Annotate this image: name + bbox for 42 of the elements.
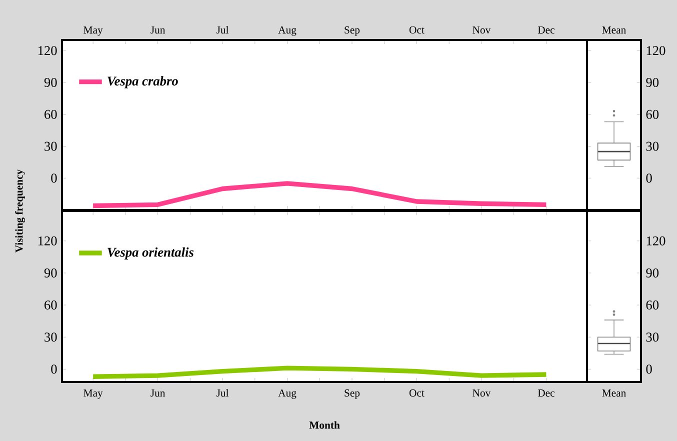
y-tick-label: 0 bbox=[646, 364, 652, 374]
y-tick-label: 90 bbox=[44, 78, 57, 87]
y-tick-label: 120 bbox=[646, 46, 666, 56]
x-tick-label: Nov bbox=[472, 390, 491, 397]
y-tick-label: 60 bbox=[44, 110, 57, 119]
x-tick-label: Jun bbox=[150, 390, 166, 397]
x-tick-label: Sep bbox=[344, 389, 360, 399]
x-tick-label: Jun bbox=[150, 26, 166, 34]
x-axis-title: Month bbox=[309, 421, 340, 429]
x-tick-label: Sep bbox=[344, 26, 360, 36]
y-tick-label: 0 bbox=[51, 174, 57, 183]
y-tick-label: 30 bbox=[646, 332, 659, 342]
y-tick-label: 120 bbox=[38, 46, 57, 56]
x-tick-label: Dec bbox=[538, 26, 554, 34]
y-tick-label: 60 bbox=[44, 300, 57, 310]
y-tick-label: 0 bbox=[51, 364, 57, 374]
x-tick-label: Mean bbox=[602, 390, 626, 397]
y-tick-label: 120 bbox=[38, 236, 57, 246]
x-tick-label: May bbox=[84, 390, 103, 399]
x-tick-label: Jul bbox=[216, 389, 229, 397]
x-tick-label: May bbox=[84, 26, 103, 36]
y-tick-label: 30 bbox=[646, 142, 659, 151]
y-tick-label: 60 bbox=[646, 300, 659, 310]
x-tick-label: Aug bbox=[278, 26, 296, 36]
x-tick-label: Mean bbox=[602, 26, 626, 34]
y-tick-label: 60 bbox=[646, 110, 659, 119]
y-tick-label: 0 bbox=[646, 174, 652, 183]
x-tick-label: Dec bbox=[538, 390, 554, 397]
y-tick-label: 90 bbox=[646, 78, 659, 87]
x-tick-label: Jul bbox=[216, 26, 229, 34]
x-tick-label: Oct bbox=[409, 26, 424, 34]
y-tick-label: 30 bbox=[44, 332, 57, 342]
y-tick-label: 90 bbox=[44, 268, 57, 278]
y-axis-title: Visiting frequency bbox=[15, 169, 25, 252]
legend-label: Vespa orientalis bbox=[108, 247, 194, 260]
y-tick-label: 90 bbox=[646, 268, 659, 278]
x-tick-label: Aug bbox=[278, 389, 296, 399]
x-tick-label: Oct bbox=[409, 389, 424, 397]
y-tick-label: 120 bbox=[646, 236, 666, 246]
legend-label: Vespa crabro bbox=[108, 76, 178, 88]
x-tick-label: Nov bbox=[472, 26, 491, 34]
y-tick-label: 30 bbox=[44, 142, 57, 151]
